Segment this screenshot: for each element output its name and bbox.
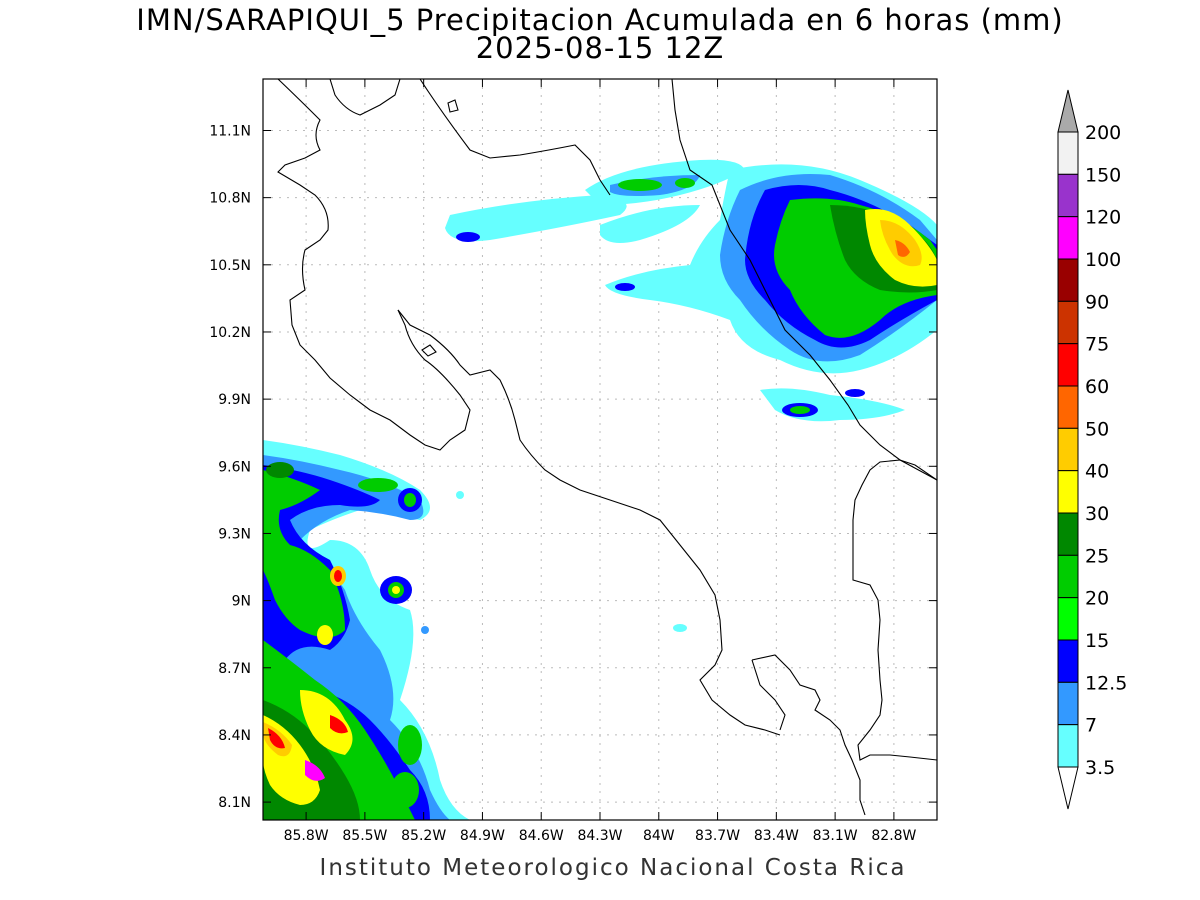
precipitation-field	[263, 159, 937, 820]
latitude-axis: 11.1N 10.8N 10.5N 10.2N 9.9N 9.6N 9.3N 9N 8.7N 8.…	[209, 123, 937, 811]
lon-tick-label: 84W	[643, 828, 675, 844]
colorbar-swatch	[1057, 300, 1079, 345]
lat-tick-label: 10.5N	[209, 258, 251, 274]
colorbar-label: 40	[1085, 461, 1109, 483]
colorbar-swatch	[1057, 385, 1079, 429]
colorbar-label: 3.5	[1085, 757, 1115, 779]
lat-tick-label: 10.2N	[209, 325, 251, 341]
lon-tick-label: 83.4W	[754, 828, 799, 844]
colorbar-label: 12.5	[1085, 672, 1127, 694]
colorbar-swatch	[1057, 639, 1079, 683]
colorbar-label: 15	[1085, 630, 1109, 652]
lon-tick-label: 82.8W	[871, 828, 916, 844]
colorbar-top-arrow	[1057, 89, 1079, 133]
colorbar-label: 20	[1085, 588, 1109, 610]
colorbar-swatch	[1057, 131, 1079, 175]
colorbar-label: 120	[1085, 207, 1121, 229]
map-date: 2025-08-15 12Z	[475, 31, 725, 65]
lon-tick-label: 84.6W	[519, 828, 564, 844]
rain-cluster-southwest	[263, 440, 687, 820]
colorbar-swatch	[1057, 470, 1079, 514]
colorbar-swatch	[1057, 724, 1079, 768]
lon-tick-label: 84.3W	[577, 828, 622, 844]
colorbar-label: 150	[1085, 164, 1121, 186]
colorbar-label: 50	[1085, 418, 1109, 440]
colorbar-swatch	[1057, 512, 1079, 556]
lat-tick-label: 11.1N	[209, 123, 251, 139]
lon-tick-label: 85.5W	[342, 828, 387, 844]
colorbar-swatch	[1057, 343, 1079, 387]
colorbar-label: 25	[1085, 545, 1109, 567]
rain-cluster-northeast	[445, 159, 937, 422]
colorbar-label: 75	[1085, 334, 1109, 356]
footer-credit: Instituto Meteorologico Nacional Costa R…	[319, 855, 907, 881]
longitude-axis: 85.8W 85.5W 85.2W 84.9W 84.6W 84.3W 84W 83.7W 83…	[284, 79, 917, 844]
colorbar-swatch	[1057, 258, 1079, 302]
lat-tick-label: 9.6N	[218, 459, 251, 475]
lon-tick-label: 85.8W	[284, 828, 329, 844]
lat-tick-label: 9.9N	[218, 392, 251, 408]
colorbar-label: 100	[1085, 249, 1121, 271]
colorbar-swatch	[1057, 173, 1079, 218]
colorbar-swatch	[1057, 216, 1079, 260]
lat-tick-label: 9N	[232, 594, 251, 610]
lat-tick-label: 10.8N	[209, 191, 251, 207]
colorbar-label: 30	[1085, 503, 1109, 525]
lat-tick-label: 8.1N	[218, 795, 251, 811]
lat-tick-label: 8.4N	[218, 728, 251, 744]
lon-tick-label: 84.9W	[460, 828, 505, 844]
colorbar-swatch	[1057, 554, 1079, 599]
colorbar-swatch	[1057, 681, 1079, 726]
colorbar-swatch	[1057, 427, 1079, 472]
colorbar: 3.5 7 12.5 15 20 25 30 40 50 60 75 90 100 120 150 200	[1057, 89, 1127, 810]
colorbar-label: 7	[1085, 715, 1097, 737]
colorbar-label: 90	[1085, 291, 1109, 313]
colorbar-swatch	[1057, 597, 1079, 641]
coastline	[277, 79, 937, 816]
colorbar-label: 60	[1085, 376, 1109, 398]
lon-tick-label: 83.7W	[695, 828, 740, 844]
lon-tick-label: 85.2W	[401, 828, 446, 844]
map-title: IMN/SARAPIQUI_5 Precipitacion Acumulada …	[136, 3, 1064, 37]
lat-tick-label: 8.7N	[218, 661, 251, 677]
colorbar-bottom-arrow	[1057, 766, 1079, 810]
lat-tick-label: 9.3N	[218, 526, 251, 542]
colorbar-label: 200	[1085, 122, 1121, 144]
lon-tick-label: 83.1W	[813, 828, 858, 844]
